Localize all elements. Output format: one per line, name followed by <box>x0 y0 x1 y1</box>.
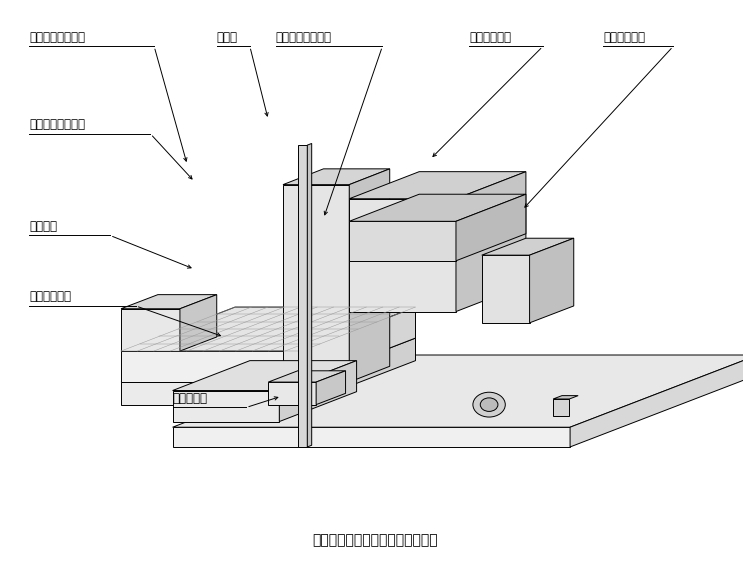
Polygon shape <box>350 221 456 261</box>
Polygon shape <box>554 395 578 399</box>
Circle shape <box>473 392 506 417</box>
Polygon shape <box>350 199 456 312</box>
Text: 拆去上蓋試樣排列: 拆去上蓋試樣排列 <box>276 31 332 43</box>
Polygon shape <box>121 309 180 351</box>
Polygon shape <box>456 194 526 261</box>
Polygon shape <box>172 427 570 447</box>
Polygon shape <box>121 351 302 382</box>
Polygon shape <box>308 143 312 447</box>
Polygon shape <box>180 295 217 351</box>
Text: 定位氣缸組件: 定位氣缸組件 <box>603 31 645 43</box>
Polygon shape <box>350 172 526 199</box>
Polygon shape <box>456 172 526 312</box>
Polygon shape <box>530 238 574 323</box>
Polygon shape <box>121 338 416 382</box>
Polygon shape <box>268 382 316 405</box>
Bar <box>554 399 569 416</box>
Polygon shape <box>172 361 356 391</box>
Text: 低溫室、試樣排列及自動送樣裝置: 低溫室、試樣排列及自動送樣裝置 <box>312 533 438 547</box>
Polygon shape <box>121 307 416 351</box>
Polygon shape <box>279 361 356 421</box>
Polygon shape <box>172 391 279 421</box>
Polygon shape <box>121 382 302 405</box>
Text: 試樣架: 試樣架 <box>217 31 238 43</box>
Polygon shape <box>121 295 217 309</box>
Polygon shape <box>283 184 350 382</box>
Circle shape <box>480 398 498 412</box>
Text: 高低溫室: 高低溫室 <box>29 220 57 232</box>
Polygon shape <box>172 355 750 427</box>
Polygon shape <box>298 145 307 447</box>
Polygon shape <box>283 169 390 184</box>
Polygon shape <box>570 355 750 447</box>
Polygon shape <box>268 371 346 382</box>
Text: 液氮控制阀: 液氮控制阀 <box>172 392 208 405</box>
Polygon shape <box>302 338 416 405</box>
Text: 送樣氣缸組件: 送樣氣缸組件 <box>29 290 71 303</box>
Polygon shape <box>350 169 390 382</box>
Polygon shape <box>482 238 574 255</box>
Text: 頂聚氣缸組件: 頂聚氣缸組件 <box>470 31 512 43</box>
Text: 縱向裝樣氣缸組件: 縱向裝樣氣缸組件 <box>29 118 85 131</box>
Polygon shape <box>302 307 416 382</box>
Polygon shape <box>482 255 530 323</box>
Polygon shape <box>316 371 346 405</box>
Polygon shape <box>350 194 526 221</box>
Text: 橫向裝樣氣缸組件: 橫向裝樣氣缸組件 <box>29 31 85 43</box>
